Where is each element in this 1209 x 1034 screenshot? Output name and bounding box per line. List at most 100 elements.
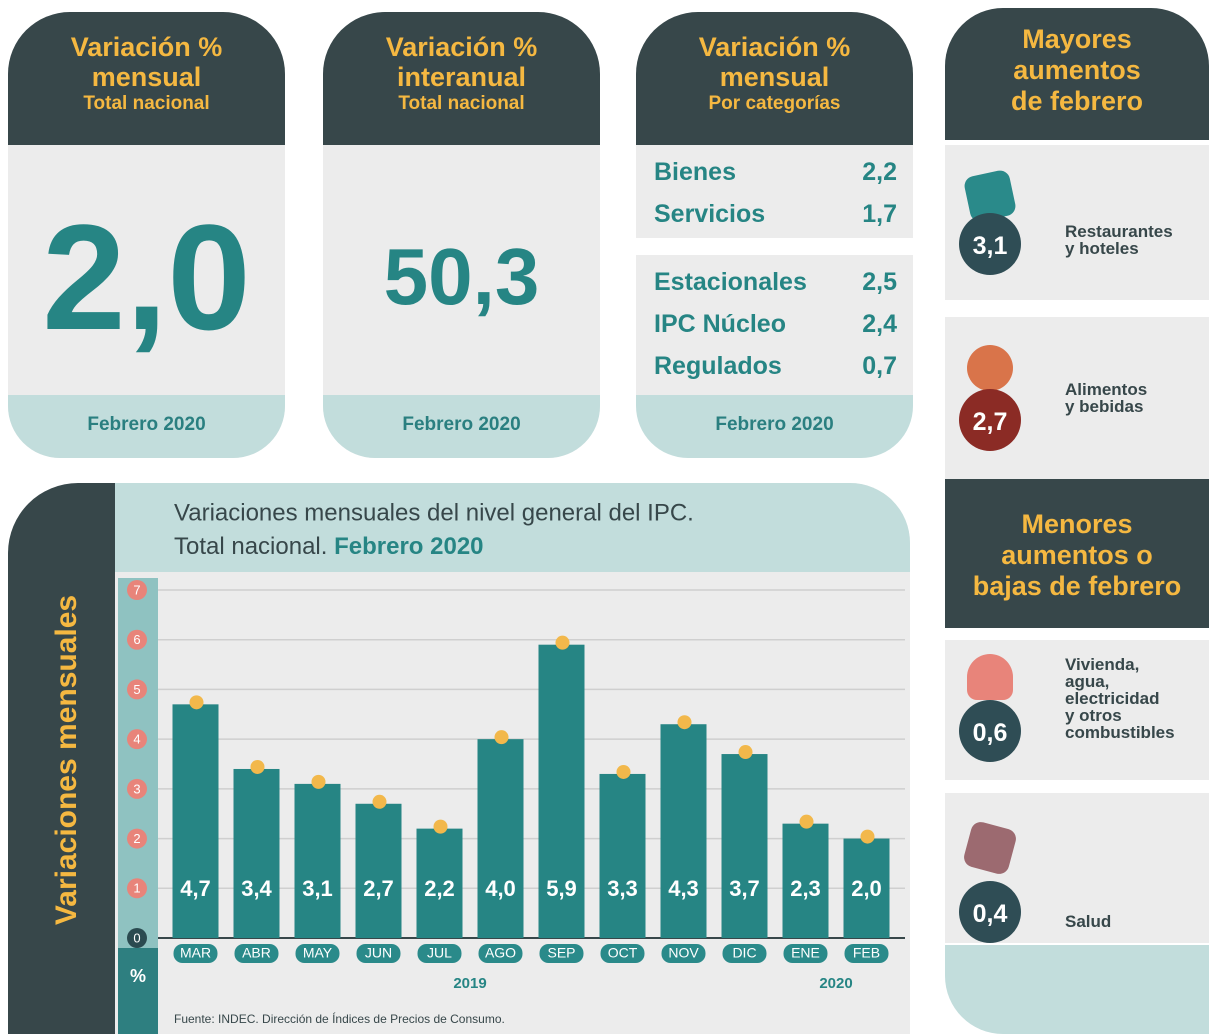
value-label: 4,0 <box>485 876 516 901</box>
card-subtitle: Por categorías <box>636 92 913 116</box>
category-group: Bienes2,2 Servicios1,7 <box>636 145 913 238</box>
label-line: agua, <box>1065 673 1175 690</box>
bar <box>295 784 341 938</box>
label-line: combustibles <box>1065 724 1175 741</box>
chart-title: Variaciones mensuales del nivel general … <box>174 499 694 526</box>
side-value: 0,6 <box>959 700 1021 762</box>
bar-dot <box>678 715 692 729</box>
bar-dot <box>739 745 753 759</box>
unit-strip <box>118 948 158 1034</box>
card-title: interanual <box>323 62 600 92</box>
category-name: IPC Núcleo <box>654 307 786 349</box>
card-title: mensual <box>636 62 913 92</box>
bar <box>722 754 768 938</box>
card-value: 50,3 <box>323 152 600 402</box>
category-row: Bienes2,2 <box>654 155 897 197</box>
category-row: IPC Núcleo2,4 <box>654 307 897 349</box>
side-title: aumentos <box>945 55 1209 86</box>
chart-title-line: Total nacional. <box>174 533 327 560</box>
card: Variación %mensualTotal nacional 2,0 Feb… <box>8 12 285 458</box>
chart-title-emphasis: Febrero 2020 <box>334 533 483 560</box>
bar-dot <box>434 820 448 834</box>
x-tick-label: JUL <box>427 945 452 961</box>
card-title: mensual <box>8 62 285 92</box>
bar <box>661 724 707 938</box>
category-name: Servicios <box>654 197 765 239</box>
side-value: 0,4 <box>959 881 1021 943</box>
x-tick-label: ABR <box>242 945 271 961</box>
x-tick-label: JUN <box>365 945 392 961</box>
card: Variación %interanualTotal nacional 50,3… <box>323 12 600 458</box>
bar-dot <box>495 730 509 744</box>
y-tick-label: 6 <box>133 632 140 647</box>
side-value: 2,7 <box>959 389 1021 451</box>
x-tick-label: ENE <box>791 945 820 961</box>
category-name: Regulados <box>654 349 782 391</box>
label-line: y hoteles <box>1065 240 1173 257</box>
category-value: 2,5 <box>862 265 897 307</box>
category-name: Bienes <box>654 155 736 197</box>
side-item: 0,4 Salud <box>945 793 1209 943</box>
label-line: electricidad <box>1065 690 1175 707</box>
card-title: Variación % <box>636 32 913 62</box>
value-label: 3,7 <box>729 876 760 901</box>
bar-dot <box>190 695 204 709</box>
value-label: 4,7 <box>180 876 211 901</box>
category-row: Servicios1,7 <box>654 197 897 239</box>
y-tick-label: 7 <box>133 582 140 597</box>
card-subtitle: Total nacional <box>8 92 285 116</box>
bar-dot <box>312 775 326 789</box>
card-subtitle: Total nacional <box>323 92 600 116</box>
value-label: 2,7 <box>363 876 394 901</box>
bar <box>600 774 646 938</box>
side-value: 3,1 <box>959 213 1021 275</box>
value-label: 2,2 <box>424 876 455 901</box>
label-line: Vivienda, <box>1065 656 1175 673</box>
y-tick-label: 5 <box>133 682 140 697</box>
y-tick-label: 2 <box>133 831 140 846</box>
y-tick-label: 3 <box>133 781 140 796</box>
side-label: Alimentosy bebidas <box>1065 381 1147 415</box>
side-title: Menores <box>945 509 1209 540</box>
y-tick-label: 4 <box>133 732 140 747</box>
bar-dot <box>861 830 875 844</box>
bar <box>478 739 524 938</box>
side-label: Salud <box>1065 913 1111 930</box>
card-title: Variación % <box>8 32 285 62</box>
icon <box>967 345 1013 391</box>
value-label: 3,1 <box>302 876 333 901</box>
card-header: Variación %mensualTotal nacional <box>8 12 285 145</box>
category-row: Regulados0,7 <box>654 349 897 391</box>
side-title: de febrero <box>945 86 1209 117</box>
x-tick-label: AGO <box>485 945 516 961</box>
label-line: y bebidas <box>1065 398 1147 415</box>
bar-dot <box>800 815 814 829</box>
x-tick-label: NOV <box>668 945 699 961</box>
value-label: 3,4 <box>241 876 272 901</box>
bar <box>173 704 219 938</box>
bar-dot <box>373 795 387 809</box>
chart-title: Total nacional. Febrero 2020 <box>174 533 484 560</box>
page: Variaciones mensuales del nivel general … <box>0 0 1209 1034</box>
label-line: Restaurantes <box>1065 223 1173 240</box>
y-tick-label: 0 <box>133 930 140 945</box>
year-label: 2019 <box>453 975 486 992</box>
side-footer <box>945 945 1209 1034</box>
bar-dot <box>556 636 570 650</box>
card-value: 2,0 <box>8 152 285 402</box>
side-label: Restaurantesy hoteles <box>1065 223 1173 257</box>
x-tick-label: MAY <box>303 945 333 961</box>
x-tick-label: FEB <box>853 945 880 961</box>
y-tick-label: 1 <box>133 881 140 896</box>
side-title: bajas de febrero <box>945 571 1209 602</box>
value-label: 2,3 <box>790 876 821 901</box>
label-line: Alimentos <box>1065 381 1147 398</box>
bar-dot <box>617 765 631 779</box>
bar <box>356 804 402 938</box>
category-name: Estacionales <box>654 265 807 307</box>
